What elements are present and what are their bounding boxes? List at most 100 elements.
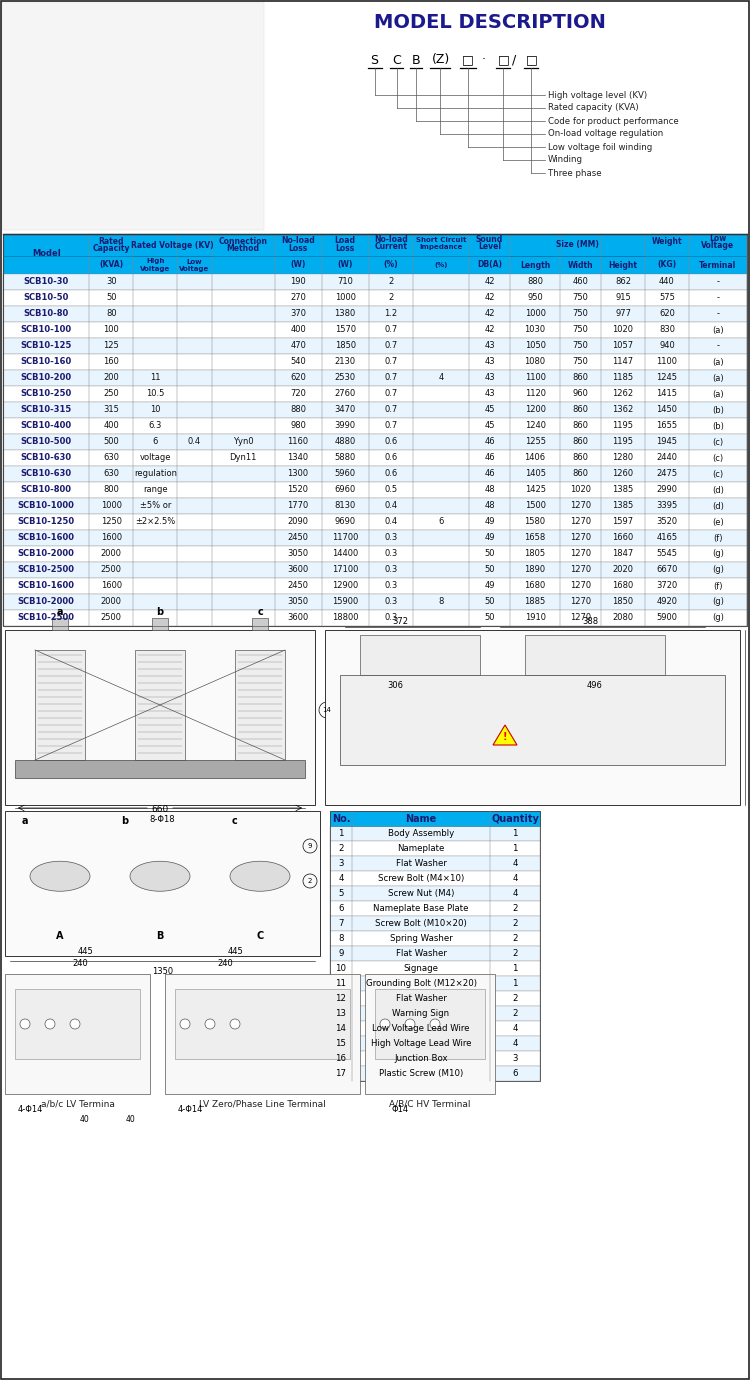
Text: Junction Box: Junction Box <box>394 1054 448 1063</box>
Bar <box>3 546 747 562</box>
Text: 0.4: 0.4 <box>384 518 398 527</box>
Text: a/b/c LV Termina: a/b/c LV Termina <box>40 1100 115 1108</box>
Bar <box>3 482 747 498</box>
Text: 1300: 1300 <box>287 469 309 479</box>
Text: Nameplate Base Plate: Nameplate Base Plate <box>374 904 469 914</box>
Text: 42: 42 <box>484 277 495 287</box>
Text: voltage: voltage <box>140 454 171 462</box>
Text: 4: 4 <box>512 1039 517 1047</box>
Text: (f): (f) <box>713 534 723 542</box>
Text: 1270: 1270 <box>570 534 591 542</box>
Text: Φ14: Φ14 <box>392 1104 409 1114</box>
Text: 1362: 1362 <box>612 406 634 414</box>
Text: 3600: 3600 <box>287 614 309 622</box>
Text: range: range <box>143 486 167 494</box>
Text: (d): (d) <box>712 486 724 494</box>
Bar <box>3 275 747 290</box>
Text: !: ! <box>503 731 507 742</box>
Text: 1262: 1262 <box>613 389 634 399</box>
Text: 240: 240 <box>72 959 88 969</box>
Text: 2475: 2475 <box>656 469 677 479</box>
Text: SCB10-315: SCB10-315 <box>20 406 72 414</box>
Text: Screw Nut (M4): Screw Nut (M4) <box>388 889 454 898</box>
Text: Level: Level <box>478 241 501 251</box>
Text: 46: 46 <box>484 437 495 447</box>
Text: 0.4: 0.4 <box>384 501 398 511</box>
Text: 1850: 1850 <box>613 598 634 606</box>
Text: A: A <box>56 932 64 941</box>
Text: 1100: 1100 <box>524 374 545 382</box>
Bar <box>3 370 747 386</box>
Text: 190: 190 <box>290 277 306 287</box>
Text: SCB10-2000: SCB10-2000 <box>18 598 74 606</box>
Text: -: - <box>716 294 719 302</box>
Text: 5545: 5545 <box>656 549 677 559</box>
Text: 6: 6 <box>152 437 158 447</box>
Text: Flat Washer: Flat Washer <box>395 858 446 868</box>
Text: (Z): (Z) <box>432 54 450 66</box>
Bar <box>360 635 480 675</box>
Text: Low
Voltage: Low Voltage <box>179 258 209 272</box>
Ellipse shape <box>130 861 190 891</box>
Text: 860: 860 <box>572 374 589 382</box>
Text: 1500: 1500 <box>524 501 545 511</box>
Text: (f): (f) <box>713 581 723 591</box>
Text: 17: 17 <box>335 1070 346 1078</box>
Text: C: C <box>392 54 400 66</box>
Text: 49: 49 <box>484 534 495 542</box>
Text: 630: 630 <box>104 454 119 462</box>
Text: 240: 240 <box>217 959 232 969</box>
Text: 1: 1 <box>512 965 517 973</box>
Text: Spring Washer: Spring Washer <box>390 934 452 943</box>
Bar <box>135 650 185 760</box>
Text: 1570: 1570 <box>334 326 356 334</box>
Text: 14: 14 <box>322 707 332 713</box>
Text: SCB10-2500: SCB10-2500 <box>18 566 75 574</box>
Text: 1270: 1270 <box>570 518 591 527</box>
Text: Name: Name <box>405 813 436 824</box>
Text: Sound: Sound <box>476 235 503 244</box>
Bar <box>3 562 747 578</box>
Text: Rated Voltage (KV): Rated Voltage (KV) <box>131 240 214 250</box>
Text: 1340: 1340 <box>287 454 309 462</box>
Text: Size (MM): Size (MM) <box>556 240 599 250</box>
Text: 2: 2 <box>512 949 517 958</box>
Text: 2: 2 <box>512 994 517 1003</box>
Text: Terminal: Terminal <box>699 261 736 269</box>
Text: 50: 50 <box>484 598 495 606</box>
Text: 4920: 4920 <box>656 598 677 606</box>
Text: (%): (%) <box>383 261 398 269</box>
Text: 3600: 3600 <box>287 566 309 574</box>
Text: 42: 42 <box>484 309 495 319</box>
Bar <box>3 306 747 322</box>
Text: 43: 43 <box>484 357 495 367</box>
Text: A/B/C HV Terminal: A/B/C HV Terminal <box>389 1100 471 1108</box>
Bar <box>330 932 540 947</box>
Text: 0.3: 0.3 <box>384 598 398 606</box>
Text: Loss: Loss <box>289 244 308 253</box>
Text: 1270: 1270 <box>570 614 591 622</box>
Text: SCB10-2000: SCB10-2000 <box>18 549 74 559</box>
Bar <box>3 338 747 355</box>
Text: 1580: 1580 <box>524 518 546 527</box>
Bar <box>330 1021 540 1036</box>
Bar <box>330 1036 540 1052</box>
Text: 4-Φ14: 4-Φ14 <box>17 1104 43 1114</box>
Text: Three phase: Three phase <box>548 168 602 178</box>
Text: 0.6: 0.6 <box>384 454 398 462</box>
Bar <box>330 947 540 960</box>
Text: 860: 860 <box>572 437 589 447</box>
Text: (KVA): (KVA) <box>99 261 123 269</box>
Text: 1057: 1057 <box>613 341 634 351</box>
Text: 12900: 12900 <box>332 581 358 591</box>
Text: 2: 2 <box>338 845 344 853</box>
Text: 0.5: 0.5 <box>384 486 398 494</box>
Text: 4: 4 <box>512 1024 517 1034</box>
Text: 1000: 1000 <box>334 294 356 302</box>
Text: 4: 4 <box>438 374 443 382</box>
Bar <box>2 1 264 230</box>
Text: No-load: No-load <box>281 236 315 246</box>
Text: 1406: 1406 <box>524 454 546 462</box>
Text: 1195: 1195 <box>613 437 634 447</box>
Text: 388: 388 <box>582 617 598 627</box>
